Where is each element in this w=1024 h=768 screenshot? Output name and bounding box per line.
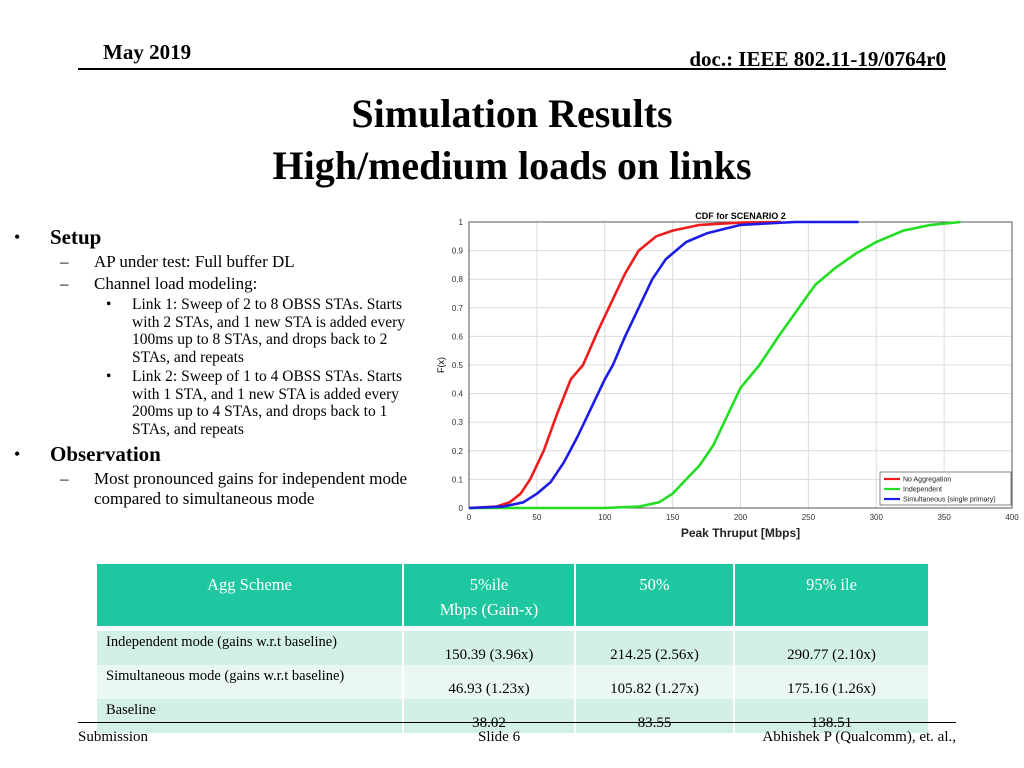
header-5pct-unit: Mbps (Gain-x) [439, 600, 539, 619]
sub-sub-bullet-link1: • Link 1: Sweep of 2 to 8 OBSS STAs. Sta… [12, 296, 422, 366]
table-cell: 38.02 [403, 699, 576, 733]
setup-label: Setup [50, 225, 102, 249]
y-tick-label: 0.9 [452, 247, 464, 256]
x-tick-label: 100 [598, 513, 612, 522]
y-tick-label: 1 [459, 218, 464, 227]
x-tick-label: 250 [802, 513, 816, 522]
link2-text: Link 2: Sweep of 1 to 4 OBSS STAs. Start… [132, 368, 403, 438]
legend-label: No Aggregation [903, 477, 951, 484]
observation-text: Most pronounced gains for independent mo… [94, 469, 408, 508]
channel-text: Channel load modeling: [94, 274, 258, 293]
cdf-chart: 0 50 100 150 200 250 300 350 400 0 0.1 0.2 0.3 0.4 0.5… [436, 211, 1019, 540]
footer-submission: Submission [78, 729, 149, 745]
series-line [468, 220, 782, 510]
x-tick-label: 0 [467, 513, 472, 522]
dash-marker: – [60, 274, 69, 293]
sub-bullet-channel: – Channel load modeling: [12, 274, 422, 294]
legend-label: Independent [903, 487, 942, 494]
table-cell: 175.16 (1.26x) [734, 665, 928, 699]
sub-sub-bullet-link2: • Link 2: Sweep of 1 to 4 OBSS STAs. Sta… [12, 368, 422, 438]
y-tick-label: 0.1 [452, 475, 464, 484]
dash-marker: – [60, 469, 69, 488]
y-tick-label: 0.5 [452, 361, 464, 370]
bullet-marker: • [106, 296, 112, 313]
results-table: Agg Scheme 5%ile Mbps (Gain-x) 50% 95% il… [97, 564, 928, 733]
footer-slide-number: Slide 6 [478, 729, 521, 745]
observation-label: Observation [50, 442, 161, 466]
link1-text: Link 1: Sweep of 2 to 8 OBSS STAs. Start… [132, 296, 406, 366]
header-agg-scheme: Agg Scheme [97, 564, 404, 626]
y-tick-label: 0.6 [452, 332, 464, 341]
table-cell: 214.25 (2.56x) [575, 631, 735, 665]
series-line [468, 220, 859, 510]
slide-date: May 2019 [103, 40, 192, 64]
y-tick-label: 0 [459, 504, 464, 513]
x-tick-label: 150 [666, 513, 680, 522]
header-5pct: 5%ile Mbps (Gain-x) [403, 564, 576, 626]
header-95pct: 95% ile [734, 564, 928, 626]
table-cell: 105.82 (1.27x) [575, 665, 735, 699]
bullet-observation: • Observation [12, 441, 422, 467]
bullet-setup: • Setup [12, 224, 422, 250]
header-50pct: 50% [575, 564, 735, 626]
y-tick-label: 0.4 [452, 390, 464, 399]
table-cell: 46.93 (1.23x) [403, 665, 576, 699]
x-tick-label: 350 [937, 513, 951, 522]
dash-marker: – [60, 252, 69, 271]
chart-title: CDF for SCENARIO 2 [695, 211, 786, 221]
x-tick-label: 200 [734, 513, 748, 522]
y-tick-label: 0.2 [452, 447, 464, 456]
table-row: Simultaneous mode (gains w.r.t baseline)… [97, 665, 928, 699]
bullet-marker: • [14, 444, 21, 464]
table-cell: 83.55 [575, 699, 735, 733]
sub-bullet-observation: – Most pronounced gains for independent … [12, 469, 422, 509]
ap-text: AP under test: Full buffer DL [94, 252, 295, 271]
bullet-marker: • [106, 368, 112, 385]
table-cell: 150.39 (3.96x) [403, 631, 576, 665]
x-axis-label: Peak Thruput [Mbps] [681, 526, 800, 540]
header-divider [78, 68, 946, 70]
document-id: doc.: IEEE 802.11-19/0764r0 [689, 47, 946, 71]
slide-title: Simulation Results High/medium loads on … [0, 88, 1024, 192]
header-5pct-label: 5%ile [469, 575, 509, 594]
table-header-row: Agg Scheme 5%ile Mbps (Gain-x) 50% 95% il… [97, 564, 928, 626]
table-cell: 290.77 (2.10x) [734, 631, 928, 665]
x-tick-label: 300 [870, 513, 884, 522]
legend-box [879, 471, 1012, 506]
footer-divider [78, 722, 956, 723]
x-tick-label: 400 [1005, 513, 1019, 522]
title-line-2: High/medium loads on links [272, 143, 752, 188]
legend-label: Simultaneous (single primary) [903, 497, 996, 504]
table-cell: Baseline [97, 699, 404, 733]
bullet-marker: • [14, 227, 21, 247]
bullet-list: • Setup – AP under test: Full buffer DL … [12, 224, 422, 509]
title-line-1: Simulation Results [351, 91, 673, 136]
y-tick-label: 0.7 [452, 304, 464, 313]
table-row: Independent mode (gains w.r.t baseline) … [97, 631, 928, 665]
table-cell: Simultaneous mode (gains w.r.t baseline) [97, 665, 404, 699]
y-tick-label: 0.8 [452, 275, 464, 284]
x-tick-label: 50 [532, 513, 541, 522]
footer-author: Abhishek P (Qualcomm), et. al., [762, 729, 956, 745]
sub-bullet-ap: – AP under test: Full buffer DL [12, 252, 422, 272]
y-tick-label: 0.3 [452, 418, 464, 427]
table-cell: Independent mode (gains w.r.t baseline) [97, 631, 404, 665]
series-line [469, 220, 961, 510]
table-row: Baseline 38.02 83.55 138.51 [97, 699, 928, 733]
table-cell: 138.51 [734, 699, 928, 733]
y-axis-label: F(x) [436, 357, 446, 373]
